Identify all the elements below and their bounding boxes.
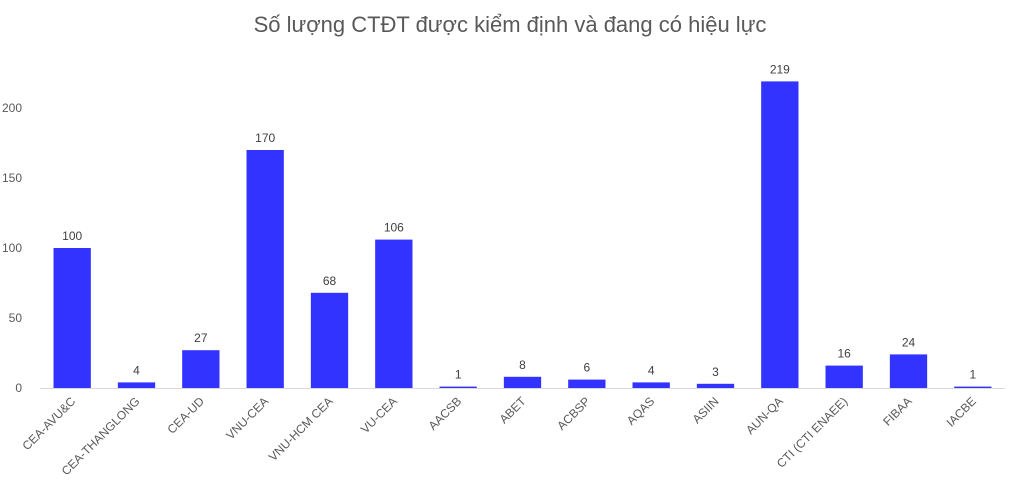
bar — [310, 292, 349, 388]
bar — [503, 376, 542, 388]
x-tick-label: AUN-QA — [743, 394, 786, 437]
data-label: 8 — [519, 358, 526, 372]
data-label: 24 — [902, 335, 916, 349]
bar — [954, 386, 992, 388]
x-tick-label: ASIIN — [690, 394, 722, 426]
x-tick-label: ACBSP — [554, 394, 593, 433]
x-tick-label: IACBE — [944, 394, 979, 429]
bar — [117, 382, 156, 388]
x-tick-label: VNU-HCM CEA — [266, 394, 336, 464]
x-tick-label: CTI (CTI ENAEE) — [774, 394, 850, 470]
y-tick-label: 150 — [2, 171, 22, 185]
data-label: 219 — [770, 62, 790, 76]
bar — [632, 382, 670, 388]
x-tick-label: VU-CEA — [358, 394, 400, 436]
data-label: 100 — [62, 229, 82, 243]
bar — [889, 354, 928, 388]
data-label: 3 — [712, 365, 719, 379]
data-label: 106 — [384, 221, 404, 235]
data-label: 16 — [837, 347, 851, 361]
chart-title: Số lượng CTĐT được kiểm định và đang có … — [253, 12, 767, 37]
x-tick-label: AACSB — [426, 394, 465, 433]
bar — [568, 379, 606, 388]
x-tick-label: CEA-UD — [165, 394, 208, 437]
x-tick-label: ABET — [497, 394, 530, 427]
data-label: 170 — [255, 131, 275, 145]
y-tick-label: 100 — [2, 241, 22, 255]
data-label: 6 — [583, 361, 590, 375]
bar — [439, 386, 477, 388]
bar — [246, 150, 284, 388]
bar — [696, 383, 735, 388]
bar — [761, 81, 799, 389]
y-tick-label: 200 — [2, 101, 22, 115]
data-label: 4 — [648, 363, 655, 377]
data-label: 1 — [969, 368, 976, 382]
x-tick-label: CEA-AVU&C — [20, 394, 79, 453]
bar — [375, 239, 413, 388]
data-label: 68 — [323, 274, 337, 288]
bar — [182, 350, 220, 388]
data-label: 27 — [194, 331, 208, 345]
y-tick-label: 0 — [15, 381, 22, 395]
x-tick-label: FIBAA — [880, 394, 914, 428]
y-tick-label: 50 — [9, 311, 23, 325]
bar — [825, 365, 863, 388]
data-label: 1 — [455, 368, 462, 382]
bar — [53, 248, 91, 388]
x-tick-label: VNU-CEA — [223, 394, 271, 442]
data-label: 4 — [133, 363, 140, 377]
x-tick-label: AQAS — [624, 394, 657, 427]
